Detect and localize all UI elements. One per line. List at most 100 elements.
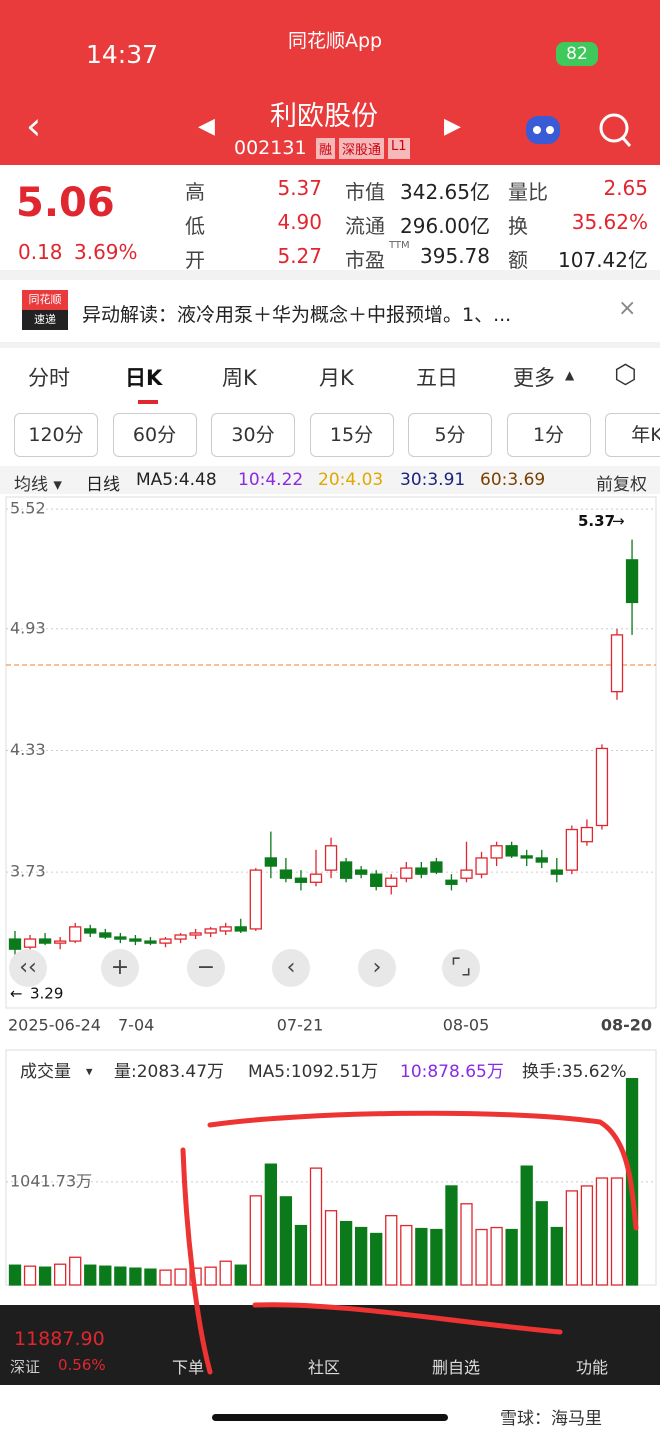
bottom-button[interactable]: 删自选 bbox=[432, 1358, 481, 1377]
stat-label: 市值 bbox=[345, 180, 385, 204]
candle-body bbox=[324, 845, 338, 871]
y-tick-label: 4.93 bbox=[10, 618, 46, 637]
volume-bar bbox=[279, 1196, 293, 1286]
tag: 深股通 bbox=[339, 138, 385, 159]
logo-line: 速递 bbox=[22, 310, 68, 330]
tab[interactable]: 分时 bbox=[28, 366, 70, 390]
chart-control[interactable] bbox=[187, 949, 225, 987]
bottom-button[interactable]: 功能 bbox=[576, 1358, 609, 1377]
adjust[interactable]: 前复权 bbox=[596, 475, 647, 495]
tab[interactable]: 月K bbox=[319, 366, 354, 390]
close[interactable]: × bbox=[618, 296, 637, 321]
candle-body bbox=[370, 873, 383, 887]
volume-bar bbox=[294, 1224, 308, 1286]
candle-body bbox=[490, 845, 503, 859]
volume-bar bbox=[219, 1260, 232, 1286]
news-logo: 同花顺 速递 bbox=[22, 290, 68, 330]
period-button[interactable]: 60分 bbox=[112, 413, 197, 457]
high-mark: 5.37 bbox=[578, 512, 615, 530]
stat-label: 量比 bbox=[508, 180, 548, 204]
volume-bar bbox=[595, 1177, 609, 1286]
candle-body bbox=[460, 869, 473, 879]
stat-label: 额 bbox=[508, 248, 528, 272]
stat-label: 流通 bbox=[345, 214, 385, 238]
stat-label: 高 bbox=[185, 180, 205, 204]
bottom-button[interactable]: 下单 bbox=[172, 1358, 205, 1377]
candle-body bbox=[219, 926, 232, 932]
divider bbox=[0, 342, 660, 348]
stat-value: 4.90 bbox=[277, 210, 322, 234]
indicator-value: 10:4.22 bbox=[238, 470, 304, 490]
volume-bar bbox=[324, 1210, 338, 1286]
volume-bar bbox=[144, 1268, 157, 1286]
candle-body bbox=[354, 869, 368, 875]
volume-bar bbox=[54, 1263, 67, 1286]
candle-body bbox=[69, 926, 82, 942]
volume-indicator: 换手:35.62% bbox=[522, 1062, 627, 1082]
logo-line: 同花顺 bbox=[28, 293, 62, 306]
back[interactable]: ‹ bbox=[26, 104, 42, 148]
chart-frame bbox=[5, 496, 657, 1009]
tab[interactable]: 周K bbox=[222, 366, 257, 390]
candle-body bbox=[415, 867, 428, 875]
period-button[interactable]: 年K bbox=[605, 413, 660, 457]
x-tick-label: 08-05 bbox=[443, 1016, 490, 1035]
period-button[interactable]: 5分 bbox=[408, 413, 492, 457]
stat-label: 市盈 bbox=[345, 248, 385, 272]
next[interactable]: ▶ bbox=[444, 114, 461, 139]
low-mark: 3.29 bbox=[30, 985, 63, 1003]
chart-control[interactable] bbox=[442, 949, 480, 987]
period-button[interactable]: 120分 bbox=[14, 413, 98, 457]
tab[interactable]: 日K bbox=[125, 366, 163, 390]
battery: 82 bbox=[556, 42, 598, 66]
period-button[interactable]: 30分 bbox=[211, 413, 295, 457]
tab[interactable]: 更多 bbox=[513, 366, 555, 390]
period-button[interactable]: 1分 bbox=[506, 413, 591, 457]
volume-bar bbox=[129, 1267, 142, 1286]
candle-body bbox=[565, 828, 578, 871]
y-tick-label: 3.73 bbox=[10, 862, 46, 881]
chart-control[interactable] bbox=[101, 949, 139, 987]
watermark: 雪球：海马里 bbox=[500, 1409, 602, 1429]
volume-bar bbox=[159, 1269, 172, 1286]
volume-indicator: 10:878.65万 bbox=[400, 1062, 504, 1082]
volume-bar bbox=[490, 1226, 503, 1286]
chart-control-icon: + bbox=[111, 955, 129, 980]
ma-select[interactable]: 均线 ▾ bbox=[14, 475, 62, 495]
volume-bar bbox=[415, 1227, 428, 1286]
period-button[interactable]: 15分 bbox=[309, 413, 394, 457]
index-change: 0.56% bbox=[58, 1356, 106, 1374]
candle-body bbox=[144, 940, 157, 944]
index-name: 深证 bbox=[10, 1358, 41, 1376]
candle-body bbox=[520, 855, 533, 859]
indicator-value: 30:3.91 bbox=[400, 470, 466, 490]
volume-bar bbox=[610, 1177, 624, 1286]
candle-body bbox=[294, 877, 308, 883]
chart-control[interactable] bbox=[272, 949, 310, 987]
candle-body bbox=[339, 861, 353, 879]
tab[interactable]: 五日 bbox=[416, 366, 458, 390]
volume-bar bbox=[520, 1165, 533, 1286]
stat-value: 342.65亿 bbox=[400, 180, 490, 204]
stat-label: 换 bbox=[508, 214, 528, 238]
home-indicator bbox=[212, 1414, 448, 1421]
volume-bar bbox=[99, 1265, 112, 1286]
candle-body bbox=[625, 559, 639, 604]
indicator-value: MA5:4.48 bbox=[136, 470, 217, 490]
chart-control[interactable] bbox=[9, 949, 47, 987]
candle-body bbox=[99, 932, 112, 938]
stat-value: 2.65 bbox=[603, 176, 648, 200]
volume-select: 成交量 bbox=[20, 1062, 71, 1082]
x-tick-label: 2025-06-24 bbox=[8, 1016, 101, 1035]
change: 0.18 bbox=[18, 240, 63, 264]
settings[interactable]: ⬡ bbox=[614, 360, 637, 390]
prev[interactable]: ◀ bbox=[198, 114, 215, 139]
x-tick-label: 07-21 bbox=[277, 1016, 324, 1035]
bottom-button[interactable]: 社区 bbox=[308, 1358, 341, 1377]
volume-bar bbox=[445, 1185, 458, 1286]
news-text[interactable]: 异动解读：液冷用泵＋华为概念＋中报预增。1、... bbox=[82, 304, 512, 326]
x-tick-label: 08-20 bbox=[601, 1016, 652, 1035]
volume-bar bbox=[204, 1266, 217, 1286]
chart-control[interactable] bbox=[358, 949, 396, 987]
candle-body bbox=[385, 877, 398, 887]
